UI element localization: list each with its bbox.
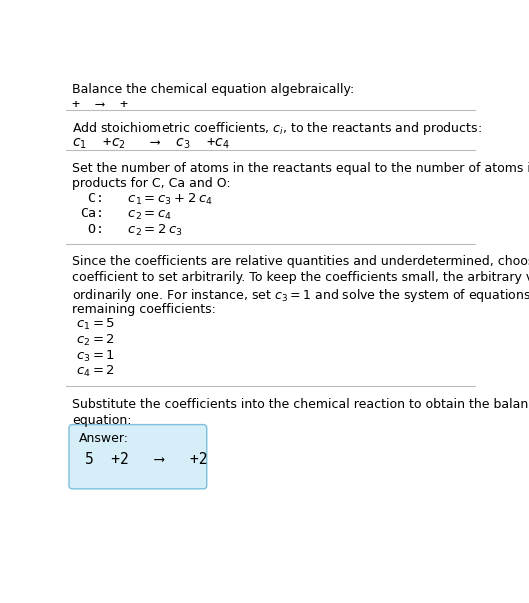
Text: Set the number of atoms in the reactants equal to the number of atoms in the: Set the number of atoms in the reactants… (72, 162, 529, 174)
Text: $c_2 = 2$: $c_2 = 2$ (76, 333, 115, 348)
Text: Answer:: Answer: (78, 432, 129, 445)
Text: products for C, Ca and O:: products for C, Ca and O: (72, 177, 231, 191)
Text: $c_3 = 1$: $c_3 = 1$ (76, 349, 115, 364)
Text: 5  +2   ⟶   +2: 5 +2 ⟶ +2 (85, 452, 207, 467)
FancyBboxPatch shape (69, 425, 207, 489)
Text: ordinarily one. For instance, set $c_3 = 1$ and solve the system of equations fo: ordinarily one. For instance, set $c_3 =… (72, 287, 529, 304)
Text: coefficient to set arbitrarily. To keep the coefficients small, the arbitrary va: coefficient to set arbitrarily. To keep … (72, 271, 529, 284)
Text: $c_1 = 5$: $c_1 = 5$ (76, 317, 115, 332)
Text: Substitute the coefficients into the chemical reaction to obtain the balanced: Substitute the coefficients into the che… (72, 399, 529, 411)
Text: Ca:   $c_2 = c_4$: Ca: $c_2 = c_4$ (80, 207, 173, 223)
Text: O:   $c_2 = 2\,c_3$: O: $c_2 = 2\,c_3$ (80, 223, 183, 238)
Text: C:   $c_1 = c_3 + 2\,c_4$: C: $c_1 = c_3 + 2\,c_4$ (80, 192, 213, 207)
Text: $c_4 = 2$: $c_4 = 2$ (76, 364, 115, 379)
Text: +  ⟶  +: + ⟶ + (72, 98, 128, 112)
Text: Add stoichiometric coefficients, $c_i$, to the reactants and products:: Add stoichiometric coefficients, $c_i$, … (72, 119, 482, 137)
Text: Since the coefficients are relative quantities and underdetermined, choose a: Since the coefficients are relative quan… (72, 256, 529, 268)
Text: $c_1$  +$c_2$   ⟶  $c_3$  +$c_4$: $c_1$ +$c_2$ ⟶ $c_3$ +$c_4$ (72, 136, 230, 151)
Text: remaining coefficients:: remaining coefficients: (72, 303, 216, 316)
Text: equation:: equation: (72, 414, 132, 427)
Text: Balance the chemical equation algebraically:: Balance the chemical equation algebraica… (72, 83, 354, 95)
